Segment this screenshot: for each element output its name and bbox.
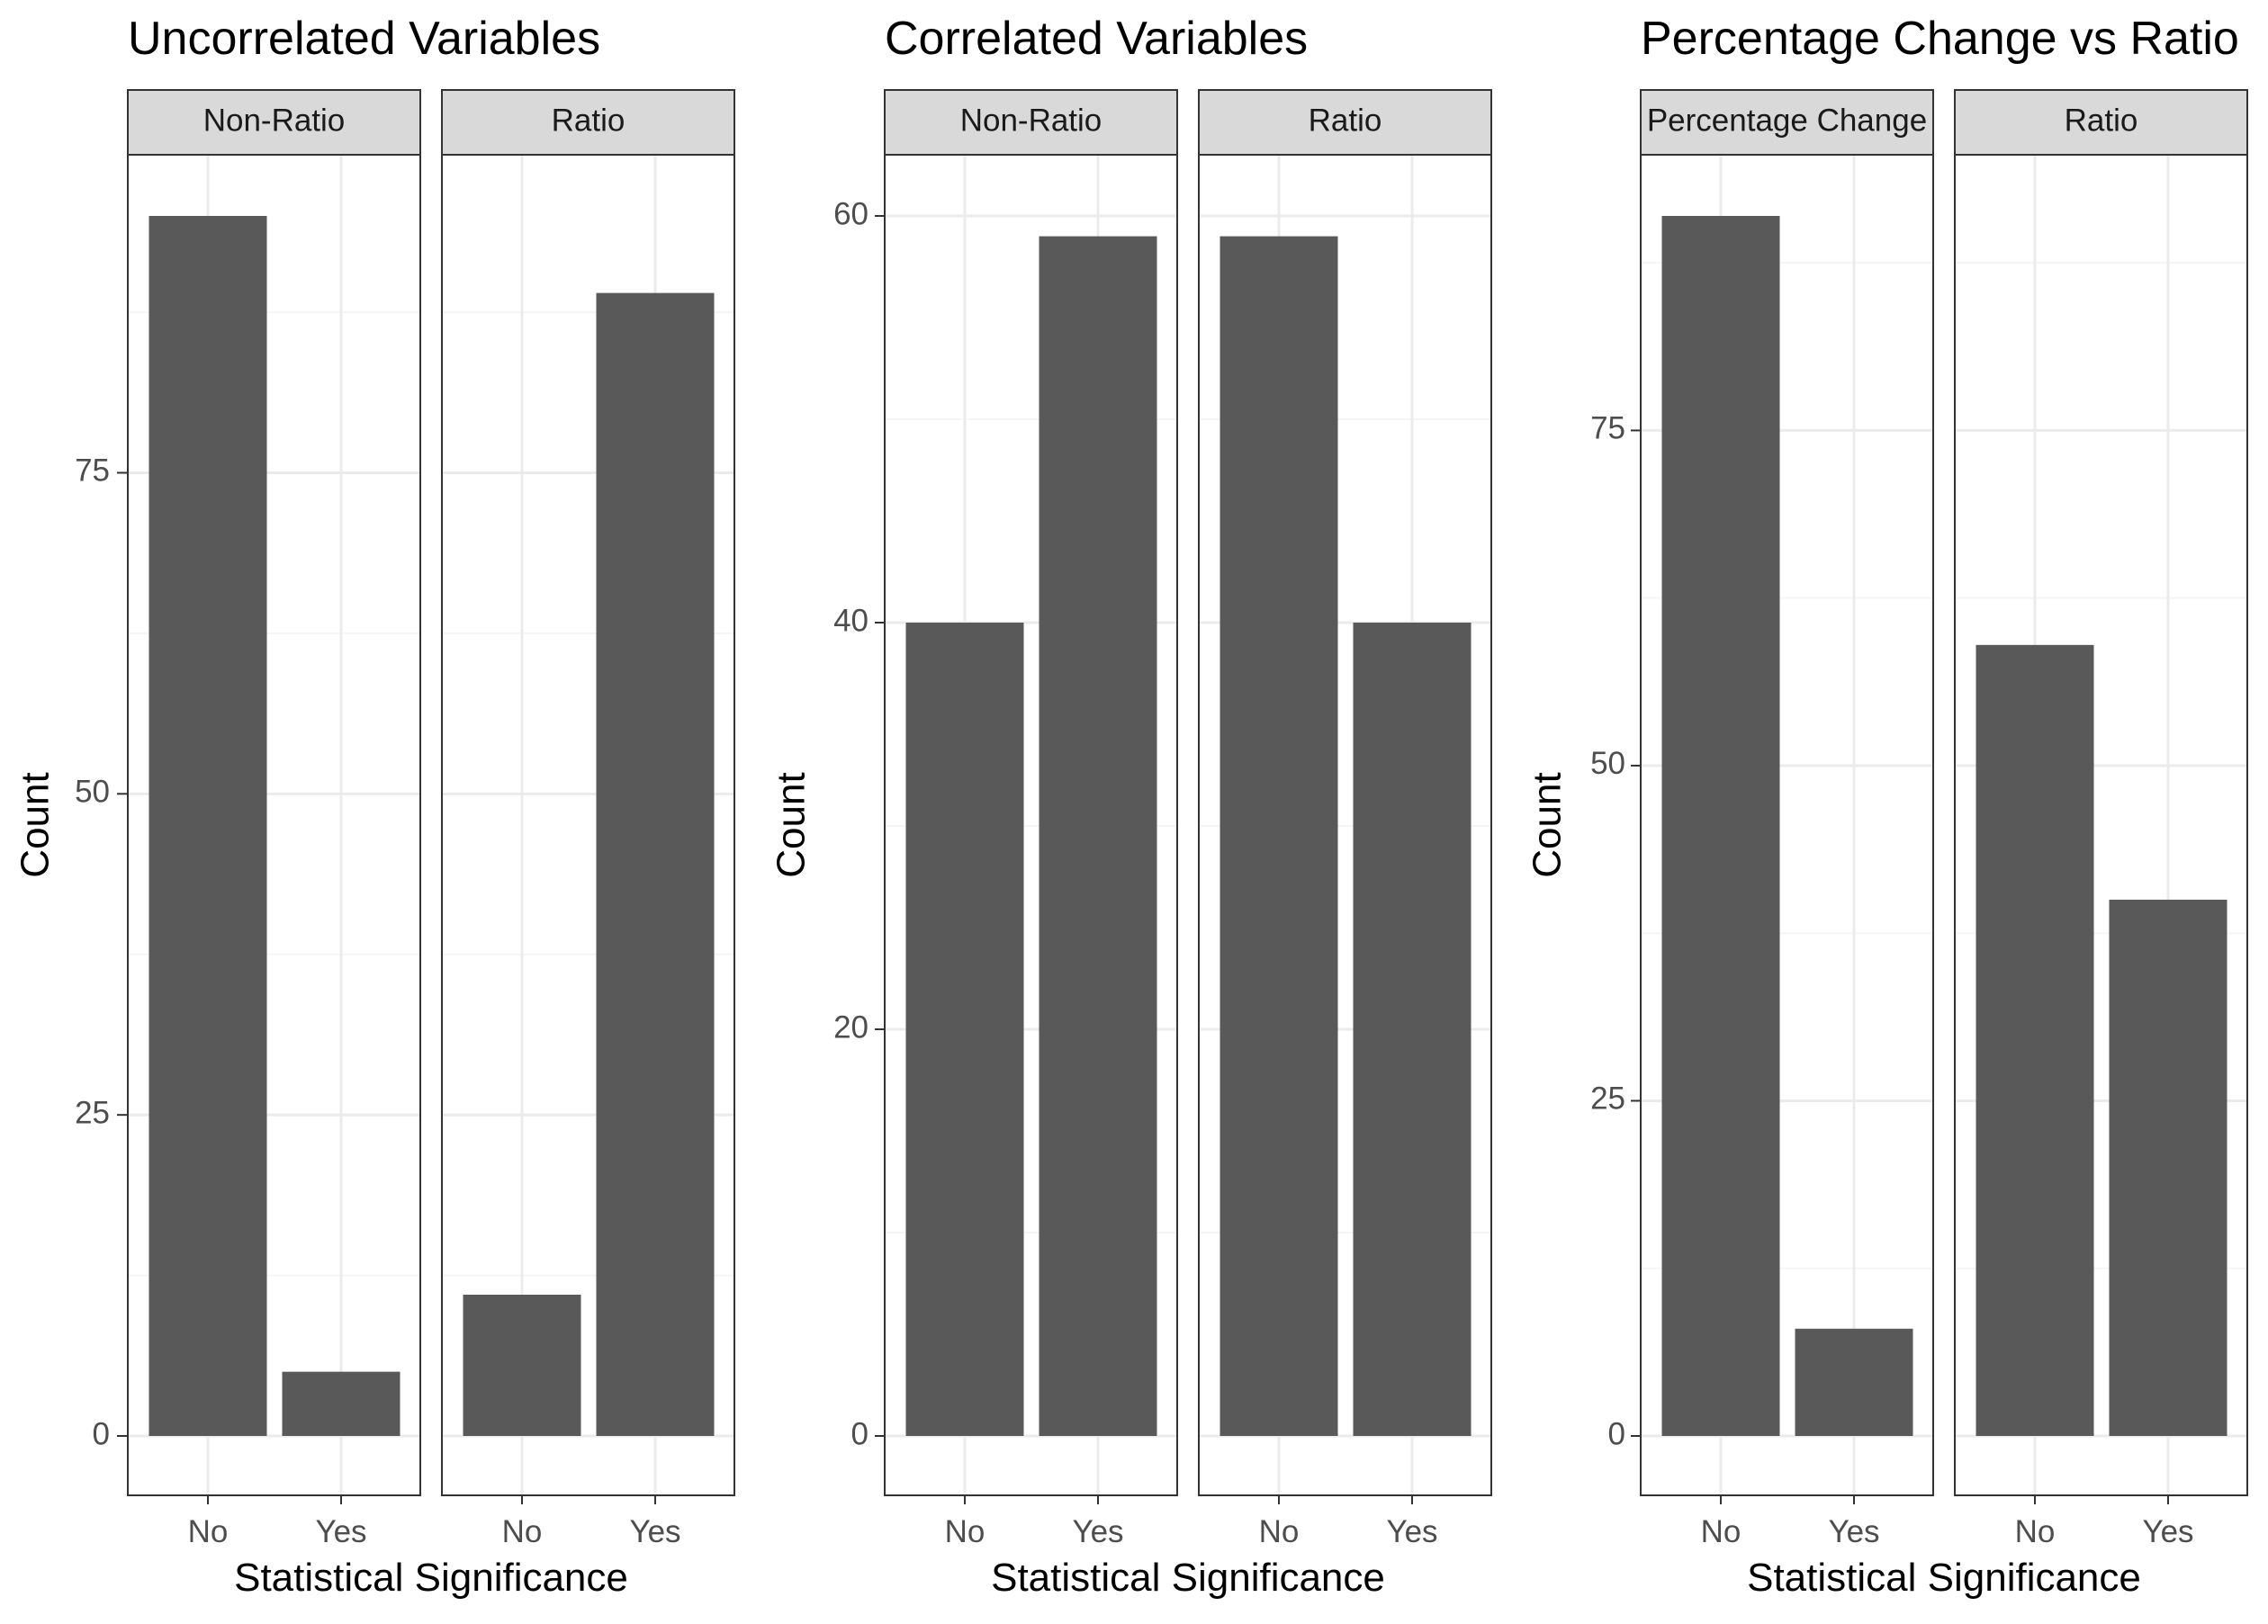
x-tick-label: No (188, 1514, 229, 1549)
x-tick-label: No (2015, 1514, 2056, 1549)
facet-strip (1640, 89, 1934, 156)
chart-2: Correlated Variables Count 0 20 40 60 No Yes Non… (770, 13, 1492, 1600)
facet-label: Non-Ratio (960, 103, 1102, 138)
x-tick-label: Yes (315, 1514, 366, 1549)
bar-yes (2109, 899, 2228, 1436)
bar-no (148, 216, 267, 1436)
facet-strip (1198, 89, 1492, 156)
bar-no (1661, 216, 1780, 1436)
x-tick-label: Yes (629, 1514, 680, 1549)
y-tick-label: 20 (833, 1009, 868, 1045)
facet-label: Percentage Change (1647, 103, 1927, 138)
bar-no (1976, 644, 2094, 1436)
bar-yes (1039, 236, 1157, 1437)
x-axis-title: Statistical Significance (234, 1556, 628, 1600)
facet-label: Non-Ratio (203, 103, 346, 138)
chart-title: Uncorrelated Variables (128, 13, 600, 65)
x-tick-label: No (502, 1514, 543, 1549)
y-axis-title: Count (14, 772, 58, 877)
facet-strip (441, 89, 735, 156)
facet-panel: No Yes Percentage Change (1640, 89, 1934, 1549)
y-tick-label: 0 (851, 1416, 868, 1451)
facet-strip (127, 89, 421, 156)
x-axis-title: Statistical Significance (1747, 1556, 2141, 1600)
facet-strip (1954, 89, 2248, 156)
facet-panel: No Yes Ratio (1198, 89, 1492, 1549)
y-tick-label: 60 (833, 196, 868, 231)
bar-no (1220, 236, 1338, 1437)
chart-3: Percentage Change vs Ratio Count 0 25 50 75 No… (1526, 13, 2248, 1600)
y-tick-label: 50 (1590, 746, 1625, 781)
facet-label: Ratio (2065, 103, 2138, 138)
x-tick-label: Yes (1072, 1514, 1123, 1549)
x-axis-title: Statistical Significance (991, 1556, 1385, 1600)
chart-title: Percentage Change vs Ratio (1641, 13, 2239, 65)
facet-strip (884, 89, 1178, 156)
y-tick-label: 25 (75, 1095, 110, 1130)
chart-title: Correlated Variables (885, 13, 1308, 65)
y-tick-label: 75 (75, 453, 110, 489)
y-tick-label: 25 (1590, 1081, 1625, 1117)
x-tick-label: Yes (1828, 1514, 1879, 1549)
bar-yes (1795, 1328, 1913, 1436)
facet-panel: No Yes Ratio (441, 89, 735, 1549)
facet-panel: No Yes Ratio (1954, 89, 2248, 1549)
bar-yes (1353, 623, 1472, 1436)
x-tick-label: Yes (2142, 1514, 2193, 1549)
x-tick-label: No (1259, 1514, 1300, 1549)
bar-no (905, 623, 1024, 1436)
bar-yes (596, 292, 715, 1437)
y-tick-label: 40 (833, 603, 868, 638)
y-axis-title: Count (1526, 772, 1570, 877)
y-tick-label: 75 (1590, 411, 1625, 446)
y-tick-label: 50 (75, 775, 110, 810)
y-tick-label: 0 (93, 1416, 110, 1451)
x-tick-label: Yes (1386, 1514, 1437, 1549)
y-axis-title: Count (770, 772, 814, 877)
x-tick-label: No (945, 1514, 986, 1549)
facet-label: Ratio (1309, 103, 1382, 138)
y-tick-label: 0 (1608, 1416, 1625, 1451)
x-tick-label: No (1701, 1514, 1742, 1549)
facet-panel: No Yes Non-Ratio (884, 89, 1178, 1549)
facet-panel: No Yes Non-Ratio (127, 89, 421, 1549)
bar-yes (282, 1371, 400, 1436)
bar-no (463, 1294, 581, 1436)
facet-label: Ratio (552, 103, 626, 138)
